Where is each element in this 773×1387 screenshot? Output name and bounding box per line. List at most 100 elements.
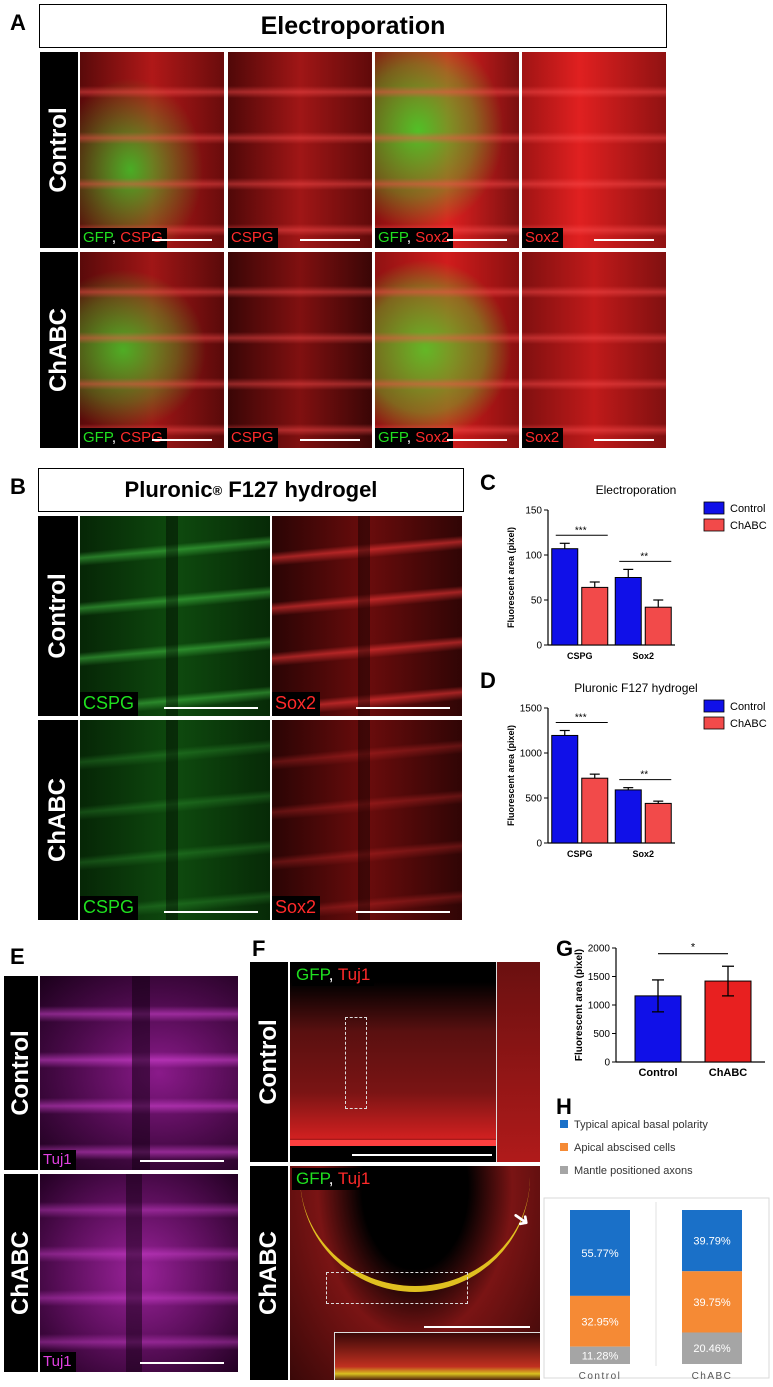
inset-zoom — [496, 962, 540, 1162]
marker-part: GFP — [378, 429, 407, 446]
scale-bar — [152, 239, 212, 241]
segment-label: 39.79% — [693, 1236, 731, 1248]
inset-box — [345, 1017, 367, 1109]
legend-label: Control — [730, 701, 765, 713]
marker-label: CSPG — [228, 428, 278, 448]
curved-epithelium — [300, 1166, 530, 1292]
row-label-a-chabc: ChABC — [45, 308, 72, 392]
tissue-bands — [272, 720, 462, 920]
plot-frame — [543, 1197, 770, 1379]
scale-bar — [300, 439, 360, 441]
legend-swatch — [703, 518, 725, 532]
stack-control-apical — [570, 1295, 630, 1347]
segment-label: 11.28% — [582, 1350, 619, 1362]
tissue-bands — [80, 720, 270, 920]
marker-part: GFP — [378, 229, 407, 246]
image-e-chabc: Tuj1 — [40, 1174, 238, 1372]
scale-bar — [447, 239, 507, 241]
marker-label: GFP, CSPG — [80, 228, 167, 248]
legend-label: Control — [730, 503, 765, 515]
f-control-marker: GFP, Tuj1 — [292, 964, 375, 986]
significance-stars: *** — [575, 713, 587, 724]
marker-gfp: GFP — [296, 965, 329, 984]
scale-bar — [164, 911, 258, 913]
y-axis-label: Fluorescent area (pixel) — [574, 949, 585, 1061]
row-band-a-control — [40, 52, 78, 248]
tissue-bands — [522, 252, 666, 448]
image-a-r1-c1: GFP, CSPG — [80, 52, 224, 248]
stack-control-typical — [570, 1210, 630, 1296]
marker-part: CSPG — [120, 429, 163, 446]
image-b-r2-c1: CSPG — [80, 720, 270, 920]
y-tick-label: 0 — [536, 839, 542, 850]
row-label-a-control: Control — [45, 107, 72, 193]
marker-label: Sox2 — [522, 228, 564, 248]
panel-a-title: Electroporation — [39, 4, 667, 48]
row-band-e-control — [4, 976, 38, 1170]
row-label-b-chabc: ChABC — [44, 778, 71, 862]
bar-control-cspg — [551, 734, 579, 844]
scale-bar — [140, 1160, 224, 1162]
significance-stars: * — [691, 942, 696, 954]
scale-bar — [352, 1154, 492, 1156]
f-chabc-marker: GFP, Tuj1 — [292, 1168, 375, 1190]
tissue-bands — [522, 52, 666, 248]
legend-swatch — [560, 1166, 568, 1174]
y-tick-label: 500 — [525, 794, 542, 805]
panel-b-title: Pluronic ® F127 hydrogel — [38, 468, 464, 512]
row-label-b-control: Control — [44, 573, 71, 659]
tissue-bands — [228, 52, 372, 248]
tissue-bands — [375, 52, 519, 248]
marker-part: Sox2 — [415, 229, 450, 246]
scale-bar — [424, 1326, 530, 1328]
image-a-r2-c3: GFP, Sox2 — [375, 252, 519, 448]
y-tick-label: 1000 — [588, 1001, 611, 1012]
x-tick-label: CSPG — [567, 651, 593, 661]
image-b-r1-c1: CSPG — [80, 516, 270, 716]
significance-stars: *** — [575, 525, 587, 536]
marker-label: GFP, Sox2 — [375, 228, 454, 248]
row-band-f-control — [250, 962, 288, 1162]
apical-surface — [290, 1140, 540, 1146]
scale-bar — [164, 707, 258, 709]
image-a-r2-c4: Sox2 — [522, 252, 666, 448]
y-tick-label: 2000 — [588, 944, 611, 955]
y-tick-label: 1500 — [588, 972, 611, 983]
image-b-r1-c2: Sox2 — [272, 516, 462, 716]
legend-swatch — [703, 716, 725, 730]
marker-label: GFP, Sox2 — [375, 428, 454, 448]
legend-swatch — [560, 1143, 568, 1151]
scale-bar — [447, 439, 507, 441]
chart-h: Typical apical basal polarity Apical absc… — [543, 1119, 770, 1382]
bar-chabc-cspg — [581, 777, 609, 844]
row-band-b-chabc — [38, 720, 78, 920]
legend-swatch — [703, 501, 725, 515]
chart-d: Pluronic F127 hydrogel Fluorescent area (… — [506, 681, 767, 859]
significance-stars: ** — [640, 551, 648, 562]
midline — [358, 720, 370, 920]
marker-label: Tuj1 — [40, 1150, 76, 1170]
bar-control-cspg — [551, 548, 579, 646]
marker-part: Sox2 — [525, 229, 560, 246]
x-tick-label: ChABC — [709, 1067, 748, 1079]
tissue-bands — [272, 516, 462, 716]
tissue-bands — [80, 516, 270, 716]
marker-part: Sox2 — [415, 429, 450, 446]
marker-label: CSPG — [80, 896, 139, 920]
tissue-bands — [80, 252, 224, 448]
image-f-chabc: ➜ GFP, Tuj1 — [290, 1166, 540, 1380]
row-label-f-chabc: ChABC — [255, 1231, 282, 1315]
x-tick-label: ChABC — [692, 1371, 733, 1382]
y-axis-label: Fluorescent area (pixel) — [506, 527, 516, 628]
image-f-control: GFP, Tuj1 — [290, 962, 540, 1162]
row-band-b-control — [38, 516, 78, 716]
row-band-e-chabc — [4, 1174, 38, 1372]
scale-bar — [152, 439, 212, 441]
marker-part: , — [406, 229, 416, 246]
scale-bar — [140, 1362, 224, 1364]
y-axis-label: Fluorescent area (pixel) — [506, 725, 516, 826]
marker-sep: , — [328, 965, 338, 984]
significance-stars: ** — [640, 770, 648, 781]
scale-bar — [594, 239, 654, 241]
bar-chabc-sox2 — [644, 606, 672, 646]
